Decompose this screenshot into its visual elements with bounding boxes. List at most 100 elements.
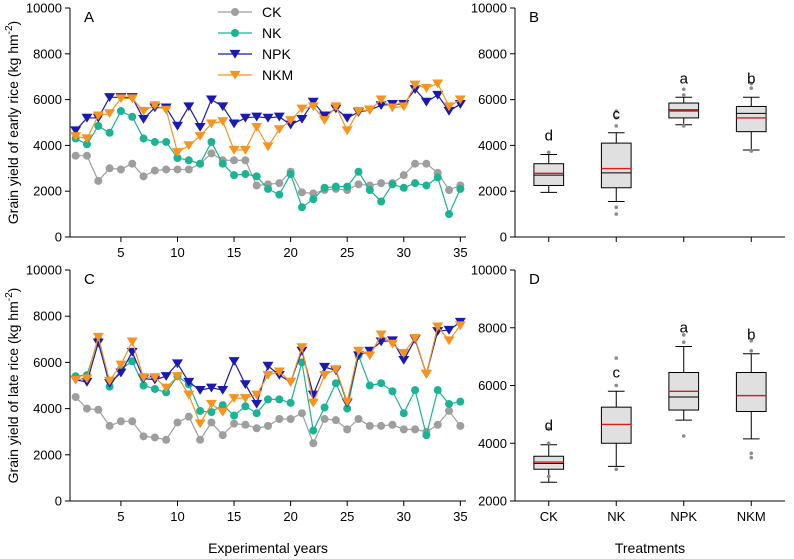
panel-c-point-ck [377,421,386,430]
panel-a-point-ck [354,180,363,189]
panel-d-label: D [529,271,540,288]
panel-c-point-nk [388,387,397,396]
panel-b-outlier-nk [614,109,619,113]
panel-a-point-nkm [92,111,104,121]
panel-a-point-nk [162,137,171,146]
panel-a-point-nkm [398,102,410,112]
panel-c-point-nkm [183,390,195,400]
panel-b-box-nkm [735,105,767,133]
panel-a-point-ck [207,149,216,158]
panel-c-point-nk [286,398,295,407]
panel-a-y-tick-label: 4000 [33,138,62,153]
panel-c-point-nk [128,357,137,366]
panel-a-point-nkm [319,116,331,125]
panel-a-x-tick-label: 10 [170,245,184,260]
panel-a-point-npk [228,119,240,129]
panel-a-point-ck [139,172,148,181]
panel-a-point-ck [105,164,114,173]
panel-c-point-nk [241,402,250,411]
panel-c-point-npk [194,385,206,395]
panel-c-point-npk [228,357,240,366]
panel-a-x-tick-label: 20 [283,245,297,260]
panel-c-point-nkm [364,351,376,361]
panel-c-point-nkm [138,373,150,383]
panel-c-y-tick-label: 4000 [33,401,62,416]
panel-a-point-nk [173,153,182,162]
panel-c-point-nkm [228,394,240,403]
panel-b-outlier-nkm [749,81,754,86]
panel-a-point-nk [196,159,205,168]
panel-c-point-npk [262,361,274,371]
panel-a-y-tick-label: 6000 [33,92,62,107]
panel-c-point-ck [320,414,329,423]
panel-c-point-nkm [296,343,308,353]
panel-a-point-npk [138,114,150,124]
panel-b-y-tick-label: 8000 [478,46,507,61]
panel-d-outlier-npk [681,434,686,438]
panel-a-point-npk [70,126,82,136]
panel-c-point-nkm [273,367,285,377]
panel-a-y-axis-title: Grain yield of early rice (kg hm-2) [4,21,21,224]
panel-a-point-ck [128,159,137,168]
panel-a-point-nkm [273,125,285,135]
panel-d-y-tick-label: 8000 [478,320,507,335]
panel-b-outlier-ck [546,150,551,155]
legend: CK NK NPK NKM [218,4,293,83]
panel-c-point-nkm [375,330,387,340]
panel-c-label: C [84,271,95,288]
panel-a-y-axis-title-main: Grain yield of early rice (kg hm [5,34,21,224]
panel-a-point-nkm [126,94,138,104]
panel-a-point-nkm [285,116,297,125]
legend-label-nk: NK [262,25,282,41]
panel-c-point-npk [171,359,183,369]
panel-c-point-ck [445,406,454,415]
panel-c-point-nkm [104,376,116,386]
panel-a-x-tick-label: 5 [117,245,124,260]
panel-a-y-tick-label: 8000 [33,46,62,61]
panel-a-point-nkm [443,102,455,112]
panel-b-early-rice-box-plot: 0 2000 4000 6000 8000 10000 d c a b B [471,1,785,245]
panel-a-point-nkm [171,148,183,157]
panel-c-point-nkm [341,397,353,407]
panel-b-significance-ck: d [545,128,553,145]
panel-c-point-nk [445,399,454,408]
panel-c-y-tick-label: 0 [55,494,62,509]
panel-b-significance-npk: a [680,70,689,87]
panel-c-point-nkm [70,375,82,385]
panel-b-y-tick-label: 0 [500,230,507,245]
panel-c-point-ck [218,431,227,440]
panel-c-point-npk [443,325,455,335]
panel-a-point-nkm [386,103,398,113]
panel-a-point-nkm [205,119,217,129]
panel-c-point-ck [230,419,239,428]
panel-b-y-tick-label: 2000 [478,184,507,199]
panel-a-point-nkm [228,145,240,155]
panel-b-outlier-nk [614,116,619,120]
panel-c-point-nk [139,381,148,390]
legend-marker-nk [231,29,239,37]
panel-d-significance-ck: d [545,418,553,435]
panel-c-late-rice-line-chart: 0 2000 4000 6000 8000 10000 5 10 15 20 25 30 35 C Grai… [4,263,468,557]
panel-c-point-nk [309,426,318,435]
panel-a-point-nk [399,183,408,192]
panel-c-point-ck [275,414,284,423]
panel-d-outlier-ck [546,441,551,446]
panel-b-y-tick-label: 10000 [471,1,507,16]
panel-d-box-nk [600,406,632,444]
panel-a-point-nk [218,159,227,168]
panel-c-point-ck [105,421,114,430]
panel-c-point-ck [354,414,363,423]
panel-c-x-tick-label: 15 [227,509,241,524]
panel-c-point-nk [196,406,205,415]
panel-a-point-nk [264,184,272,193]
panel-a-point-npk [171,121,183,131]
panel-a-y-axis-title-sup: -2 [4,25,15,34]
panel-c-point-npk [205,383,217,393]
panel-a-point-nk [116,107,125,116]
panel-c-point-ck [343,425,352,434]
panel-a-point-nkm [194,132,206,141]
panel-c-y-axis-title: Grain yield of late rice (kg hm-2) [4,288,21,484]
panel-d-outlier-nk [614,383,619,388]
panel-d-box-nkm [735,372,767,412]
panel-d-y-tick-label: 2000 [478,494,507,509]
